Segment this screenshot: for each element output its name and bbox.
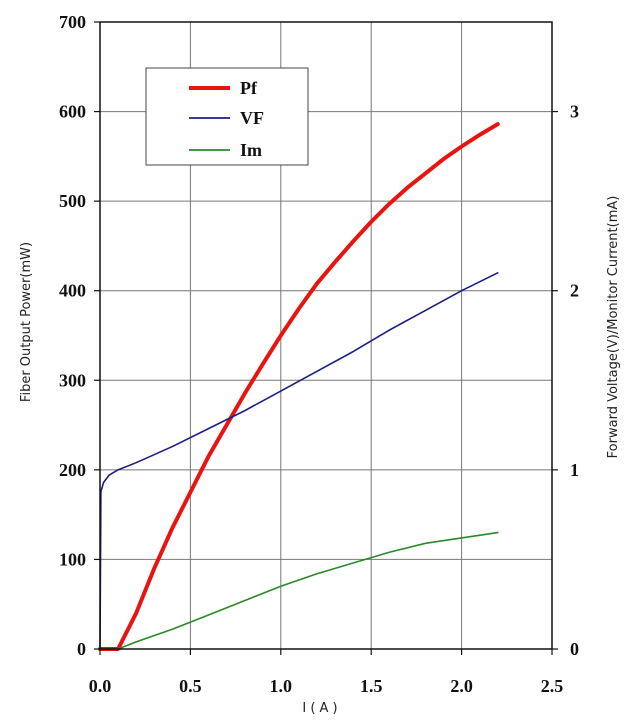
series-line-vf bbox=[99, 272, 499, 650]
x-tick-label: 2.5 bbox=[541, 676, 564, 696]
legend-label-im: Im bbox=[240, 140, 262, 160]
y-axis-title-right: Forward Voltage(V)/Monitor Current(mA) bbox=[606, 196, 621, 459]
x-tick-label: 1.5 bbox=[360, 676, 383, 696]
y-tick-label-right: 1 bbox=[570, 460, 579, 480]
x-tick-label: 0.0 bbox=[89, 676, 112, 696]
y-tick-label-left: 0 bbox=[77, 639, 86, 659]
y-tick-label-right: 2 bbox=[570, 281, 579, 301]
legend: Pf VF Im bbox=[145, 67, 309, 166]
x-tick-label: 0.5 bbox=[179, 676, 202, 696]
y-tick-label-left: 700 bbox=[59, 12, 86, 32]
series-layer bbox=[98, 122, 500, 651]
ticks-layer: 0.0 0.5 1.0 1.5 2.0 2.5 0 100 200 300 400 500 600 700… bbox=[59, 12, 579, 696]
y-tick-label-left: 500 bbox=[59, 191, 86, 211]
y-tick-label-left: 100 bbox=[59, 549, 86, 569]
x-axis-title: I ( A ) bbox=[302, 701, 337, 716]
y-tick-label-right: 0 bbox=[570, 639, 579, 659]
y-tick-label-left: 200 bbox=[59, 460, 86, 480]
y-tick-label-left: 600 bbox=[59, 102, 86, 122]
y-tick-label-left: 300 bbox=[59, 370, 86, 390]
plot-frame bbox=[99, 21, 553, 650]
legend-label-pf: Pf bbox=[240, 78, 258, 98]
y-tick-label-right: 3 bbox=[570, 102, 579, 122]
legend-box bbox=[145, 67, 309, 166]
x-tick-label: 2.0 bbox=[450, 676, 473, 696]
series-line-pf bbox=[98, 122, 500, 651]
x-tick-label: 1.0 bbox=[270, 676, 293, 696]
y-tick-label-left: 400 bbox=[59, 281, 86, 301]
series-line-im bbox=[99, 531, 499, 650]
legend-label-vf: VF bbox=[240, 108, 264, 128]
y-axis-title-left: Fiber Output Power(mW) bbox=[19, 242, 34, 402]
